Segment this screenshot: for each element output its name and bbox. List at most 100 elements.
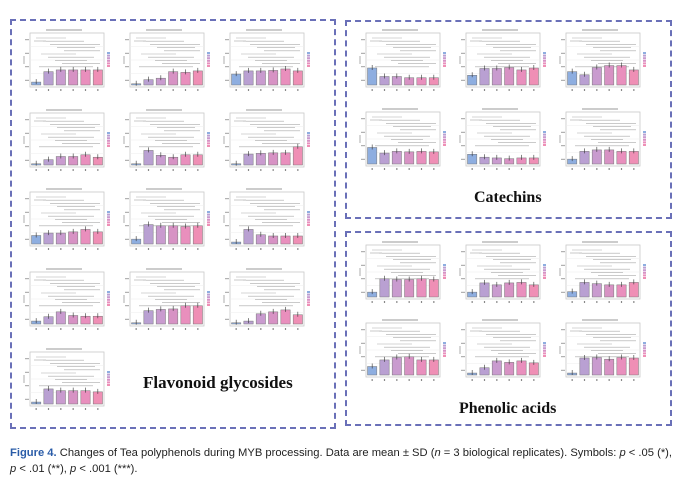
bar	[416, 278, 427, 298]
legend-swatch	[643, 136, 646, 139]
legend-swatch	[543, 342, 546, 344]
legend-swatch	[207, 221, 210, 224]
legend-swatch	[107, 291, 110, 293]
legend-swatch	[307, 211, 310, 213]
legend-swatch	[443, 355, 446, 357]
bar	[243, 229, 254, 245]
legend-swatch	[543, 141, 546, 144]
bar-chart-19	[559, 108, 646, 170]
legend-swatch	[207, 59, 210, 62]
legend-swatch	[107, 145, 110, 147]
legend-swatch	[443, 349, 446, 352]
legend-swatch	[107, 65, 110, 67]
bar	[491, 360, 502, 376]
bar	[628, 69, 639, 86]
legend-swatch	[307, 139, 310, 142]
legend-swatch	[207, 134, 210, 137]
bar	[168, 308, 179, 325]
bar	[192, 70, 203, 86]
legend-swatch	[307, 293, 310, 296]
legend-swatch	[307, 142, 310, 145]
legend-swatch	[307, 54, 310, 57]
legend-swatch	[543, 274, 546, 277]
bar	[192, 305, 203, 325]
legend-swatch	[543, 131, 546, 133]
legend-swatch	[207, 218, 210, 221]
bar	[591, 283, 602, 298]
legend-swatch	[643, 274, 646, 277]
legend-swatch	[643, 141, 646, 144]
legend-swatch	[543, 138, 546, 141]
legend-swatch	[107, 301, 110, 304]
legend-swatch	[643, 144, 646, 146]
legend-swatch	[543, 65, 546, 67]
legend-swatch	[207, 293, 210, 296]
bar-chart-20	[359, 241, 446, 303]
bar	[579, 357, 590, 376]
legend-swatch	[207, 304, 210, 306]
catechins-label: Catechins	[474, 189, 542, 206]
legend-swatch	[443, 344, 446, 347]
bar	[292, 70, 303, 86]
caption-n: n	[434, 447, 441, 459]
legend-swatch	[543, 62, 546, 65]
bar-chart-1	[23, 29, 110, 91]
bar-chart-14	[359, 29, 446, 91]
bar	[504, 282, 515, 298]
legend-swatch	[307, 216, 310, 219]
bar	[155, 225, 166, 245]
bar	[616, 357, 627, 376]
bar-chart-21	[459, 241, 546, 303]
legend-swatch	[307, 218, 310, 221]
caption-p3: p	[70, 463, 77, 475]
bar	[479, 68, 490, 86]
legend-swatch	[443, 54, 446, 57]
legend-swatch	[543, 349, 546, 352]
bar	[143, 310, 154, 325]
bar-chart-24	[459, 319, 546, 381]
bar-chart-12	[223, 268, 310, 330]
bar	[180, 305, 191, 325]
legend-swatch	[543, 133, 546, 136]
legend-swatch	[207, 132, 210, 134]
legend-swatch	[107, 142, 110, 145]
bar	[55, 69, 66, 86]
legend-swatch	[543, 266, 546, 269]
legend-swatch	[307, 52, 310, 54]
bar-chart-8	[123, 188, 210, 250]
legend-swatch	[643, 344, 646, 347]
legend-swatch	[543, 271, 546, 274]
legend-swatch	[543, 277, 546, 279]
legend-swatch	[107, 296, 110, 299]
bar-chart-4	[23, 109, 110, 171]
bar-chart-25	[559, 319, 646, 381]
legend-swatch	[643, 342, 646, 344]
bar	[92, 69, 103, 86]
bar	[143, 224, 154, 245]
bar-chart-18	[459, 108, 546, 170]
legend-swatch	[307, 62, 310, 65]
legend-swatch	[443, 136, 446, 139]
phenolic-acids-label: Phenolic acids	[459, 400, 557, 417]
bar	[379, 359, 390, 376]
legend-swatch	[543, 59, 546, 62]
bar-chart-7	[23, 188, 110, 250]
legend-swatch	[443, 133, 446, 136]
bar	[255, 70, 266, 86]
flavonoid-glycosides-panel	[10, 19, 336, 429]
bar	[628, 282, 639, 298]
caption-text-2: = 3 biological replicates). Symbols:	[440, 447, 620, 459]
legend-swatch	[643, 59, 646, 62]
caption-text-4: < .01 (**),	[16, 463, 71, 475]
legend-swatch	[107, 378, 110, 381]
legend-swatch	[207, 211, 210, 213]
legend-swatch	[207, 57, 210, 60]
catechins-panel	[345, 20, 672, 219]
legend-swatch	[107, 211, 110, 213]
legend-swatch	[207, 224, 210, 226]
legend-swatch	[543, 54, 546, 57]
bar-chart-9	[223, 188, 310, 250]
legend-swatch	[443, 269, 446, 272]
legend-swatch	[443, 264, 446, 266]
bar	[604, 65, 615, 86]
